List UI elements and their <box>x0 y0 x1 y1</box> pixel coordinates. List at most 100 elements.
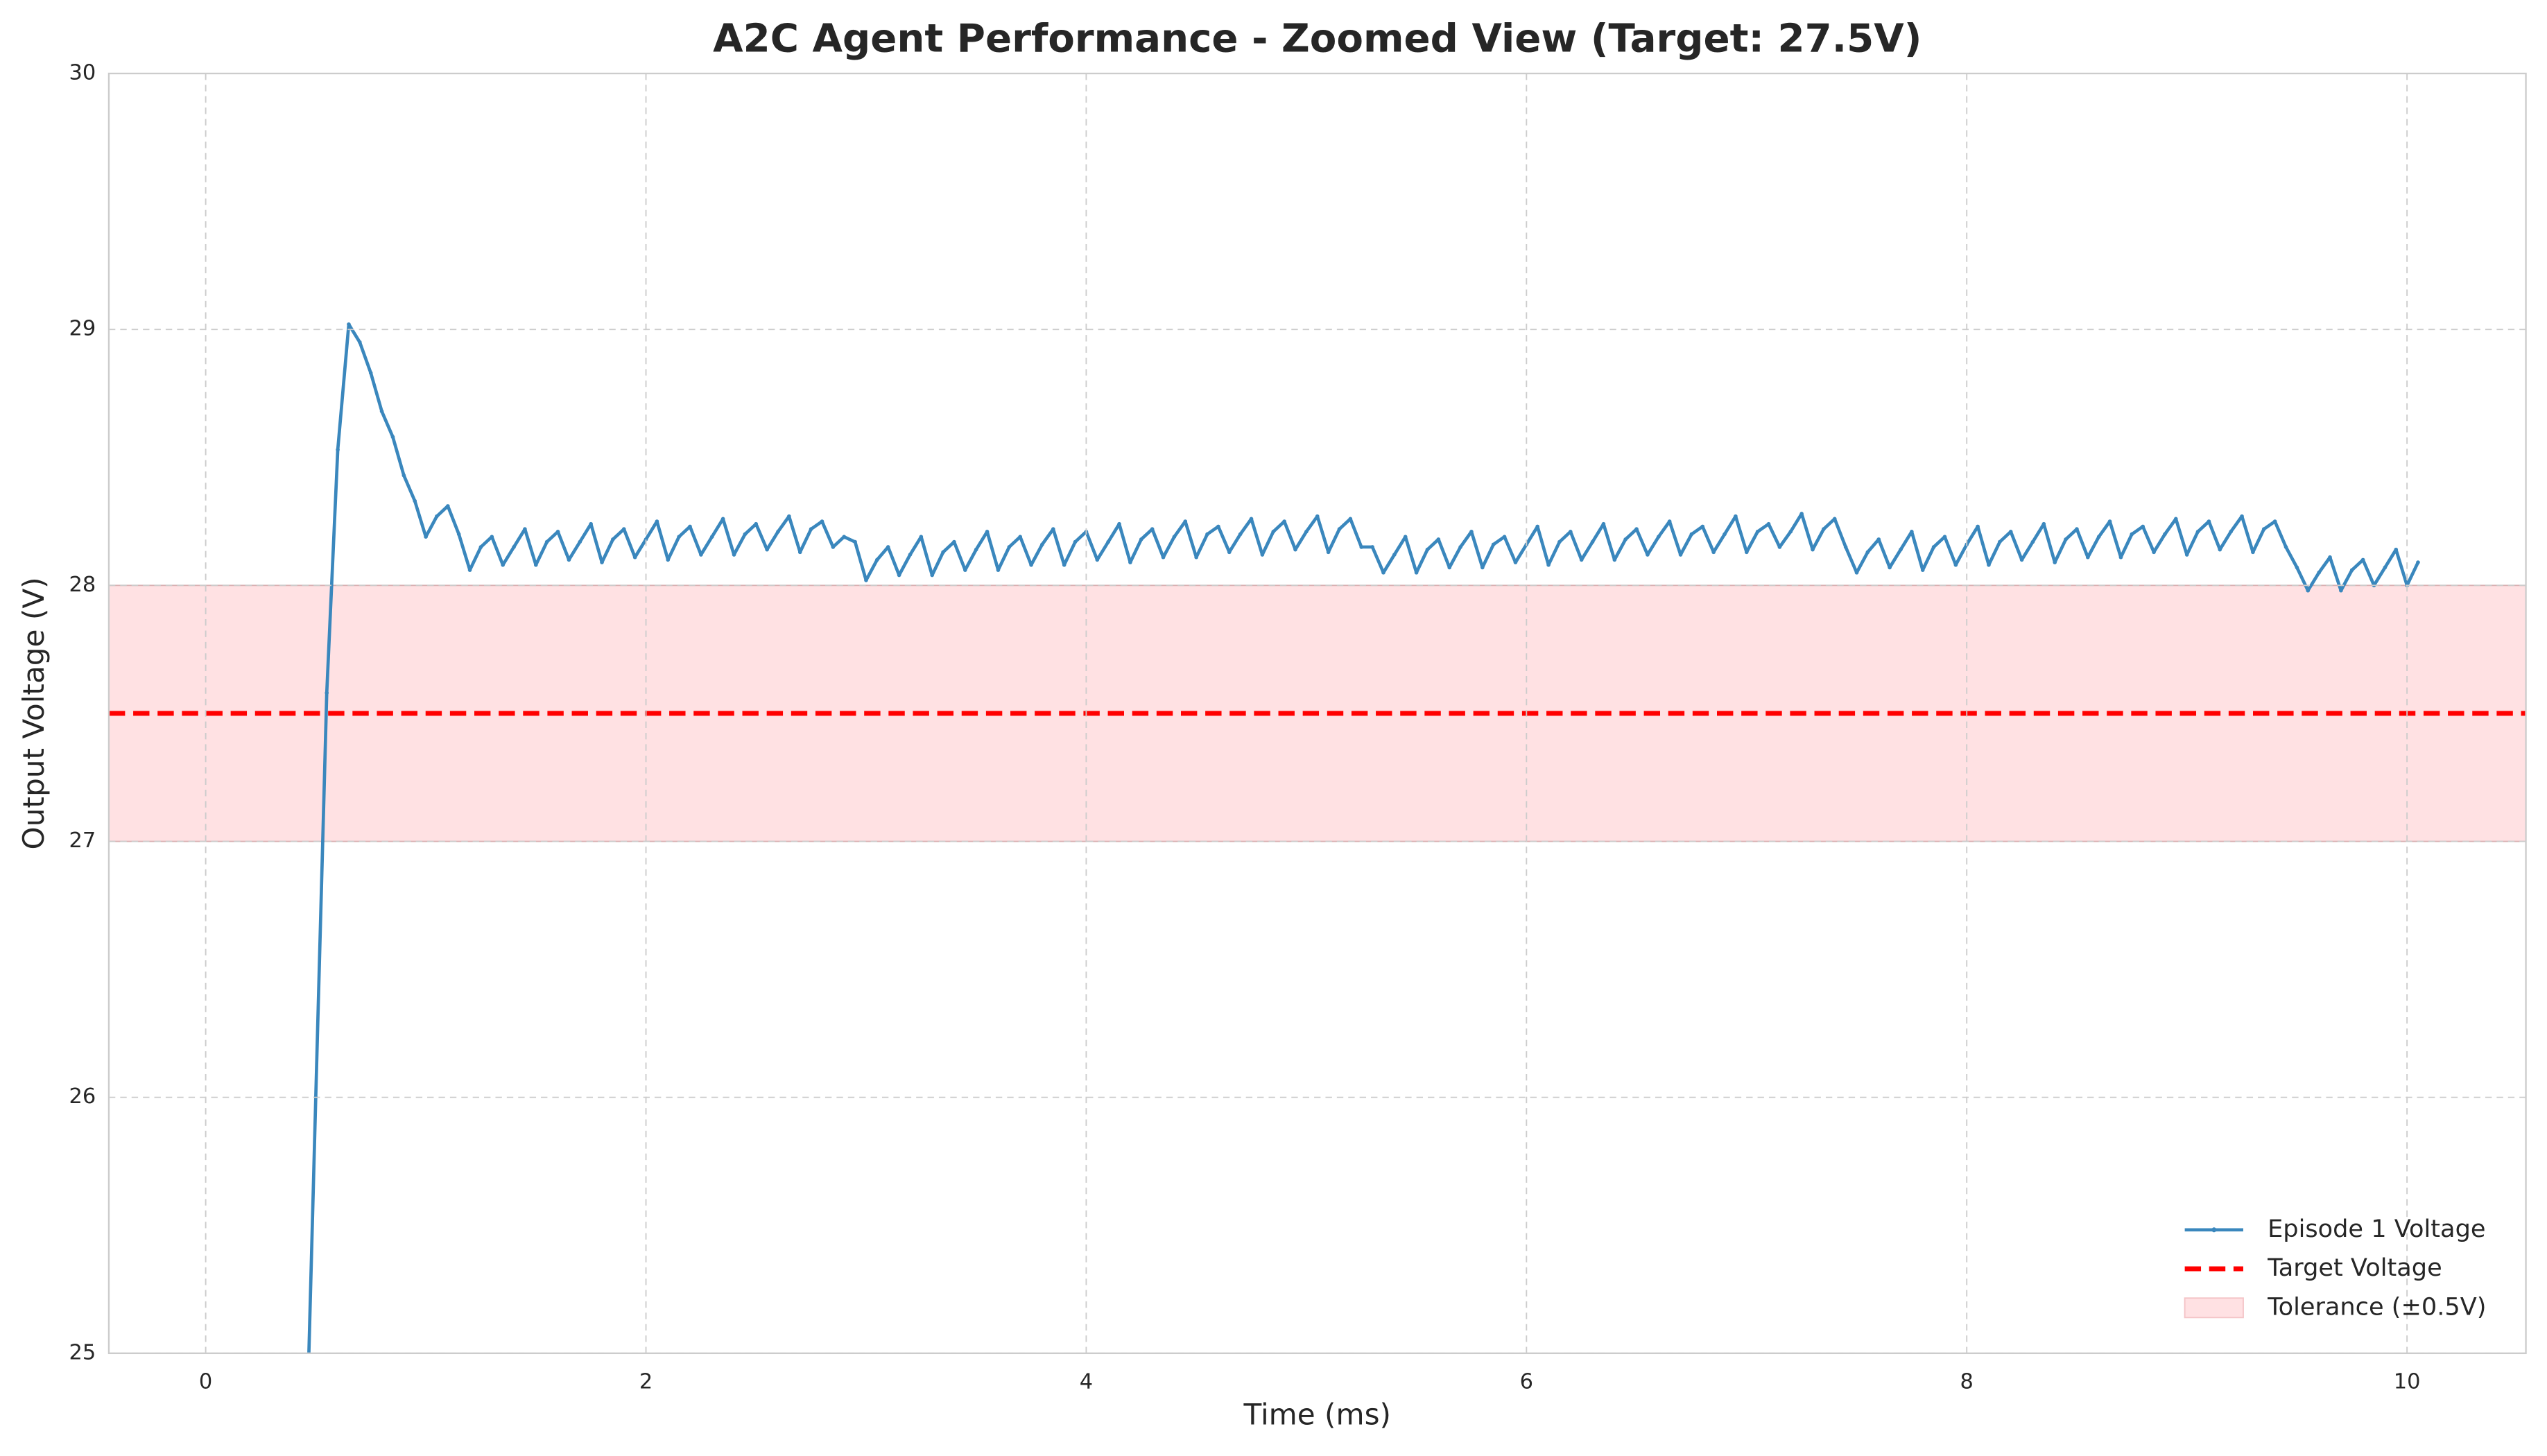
legend-label: Tolerance (±0.5V) <box>2267 1292 2486 1321</box>
voltage-point <box>1106 539 1110 544</box>
voltage-point <box>2075 527 2079 531</box>
voltage-point <box>974 547 978 552</box>
voltage-point <box>1910 529 1914 534</box>
voltage-point <box>390 435 395 440</box>
voltage-point <box>402 473 406 478</box>
voltage-point <box>2394 547 2399 552</box>
x-tick-label: 2 <box>639 1370 653 1394</box>
voltage-point <box>1337 527 1342 531</box>
voltage-point <box>424 535 428 539</box>
voltage-point <box>699 553 703 557</box>
voltage-point <box>897 573 901 578</box>
voltage-point <box>2053 560 2057 564</box>
voltage-point <box>2195 529 2200 534</box>
voltage-point <box>1414 571 1419 575</box>
voltage-point <box>2107 519 2112 523</box>
voltage-point <box>1216 524 1220 529</box>
voltage-point <box>435 514 439 519</box>
x-tick-label: 10 <box>2394 1370 2421 1394</box>
voltage-point <box>2229 529 2233 534</box>
voltage-point <box>1734 514 1738 519</box>
voltage-point <box>2283 545 2288 549</box>
voltage-point <box>776 529 780 534</box>
voltage-point <box>2096 535 2101 539</box>
voltage-point <box>1260 553 1265 557</box>
y-tick-label: 25 <box>69 1340 96 1364</box>
voltage-point <box>919 535 924 539</box>
voltage-point <box>985 529 990 534</box>
y-tick-label: 28 <box>69 573 96 597</box>
voltage-point <box>908 553 913 557</box>
voltage-point <box>1161 555 1166 560</box>
legend-label: Target Voltage <box>2267 1254 2442 1282</box>
y-axis-label: Output Voltage (V) <box>17 577 51 849</box>
x-axis-label: Time (ms) <box>1243 1398 1391 1432</box>
voltage-point <box>677 535 681 539</box>
voltage-point <box>1667 519 1672 523</box>
voltage-point <box>1029 562 1033 567</box>
voltage-point <box>2339 588 2343 593</box>
voltage-point <box>2207 519 2211 523</box>
voltage-point <box>2349 568 2354 572</box>
voltage-point <box>325 691 329 695</box>
voltage-point <box>1569 529 1573 534</box>
voltage-point <box>501 562 505 567</box>
voltage-point <box>2328 555 2332 560</box>
voltage-point <box>1822 527 1826 531</box>
voltage-point <box>1271 529 1276 534</box>
voltage-point <box>1447 565 1452 570</box>
voltage-point <box>2019 557 2024 562</box>
voltage-point <box>1436 537 1441 541</box>
voltage-point <box>2030 539 2035 544</box>
voltage-point <box>336 447 340 452</box>
x-tick-label: 4 <box>1080 1370 1093 1394</box>
voltage-point <box>1811 547 1815 552</box>
voltage-point <box>754 521 759 526</box>
voltage-point <box>2141 524 2145 529</box>
voltage-point <box>2008 529 2013 534</box>
voltage-point <box>1976 524 1980 529</box>
voltage-point <box>1920 568 1925 572</box>
voltage-point <box>1502 535 1507 539</box>
voltage-point <box>2251 550 2255 555</box>
voltage-point <box>1623 537 1628 541</box>
voltage-point <box>2163 532 2167 537</box>
x-tick-label: 8 <box>1960 1370 1974 1394</box>
voltage-point <box>2218 547 2222 552</box>
plot-frame <box>107 72 2527 1355</box>
voltage-point <box>1854 571 1859 575</box>
voltage-point <box>720 517 725 521</box>
voltage-point <box>1469 529 1474 534</box>
voltage-point <box>1899 547 1903 552</box>
voltage-point <box>478 545 483 549</box>
voltage-point <box>930 573 935 578</box>
voltage-point <box>1227 550 1232 555</box>
voltage-point <box>446 504 450 508</box>
voltage-point <box>512 545 516 549</box>
voltage-point <box>1579 557 1584 562</box>
voltage-point <box>523 527 527 531</box>
voltage-point <box>732 553 736 557</box>
voltage-point <box>952 539 956 544</box>
voltage-point <box>2173 517 2178 521</box>
y-tick-label: 29 <box>69 317 96 341</box>
x-tick-label: 0 <box>199 1370 212 1394</box>
voltage-point <box>809 527 813 531</box>
voltage-point <box>1348 517 1353 521</box>
voltage-point <box>941 550 945 555</box>
voltage-point <box>1799 512 1804 516</box>
voltage-point <box>2041 521 2046 526</box>
voltage-point <box>1744 550 1749 555</box>
voltage-point <box>2086 555 2090 560</box>
voltage-point <box>1656 535 1661 539</box>
voltage-point <box>2383 565 2388 570</box>
voltage-point <box>765 547 769 552</box>
voltage-point <box>490 535 494 539</box>
voltage-point <box>544 539 549 544</box>
chart-title: A2C Agent Performance - Zoomed View (Tar… <box>713 17 1922 62</box>
voltage-point <box>1513 560 1518 564</box>
voltage-point <box>797 550 802 555</box>
voltage-point <box>1403 535 1408 539</box>
voltage-point <box>1425 547 1430 552</box>
voltage-point <box>1205 532 1209 537</box>
